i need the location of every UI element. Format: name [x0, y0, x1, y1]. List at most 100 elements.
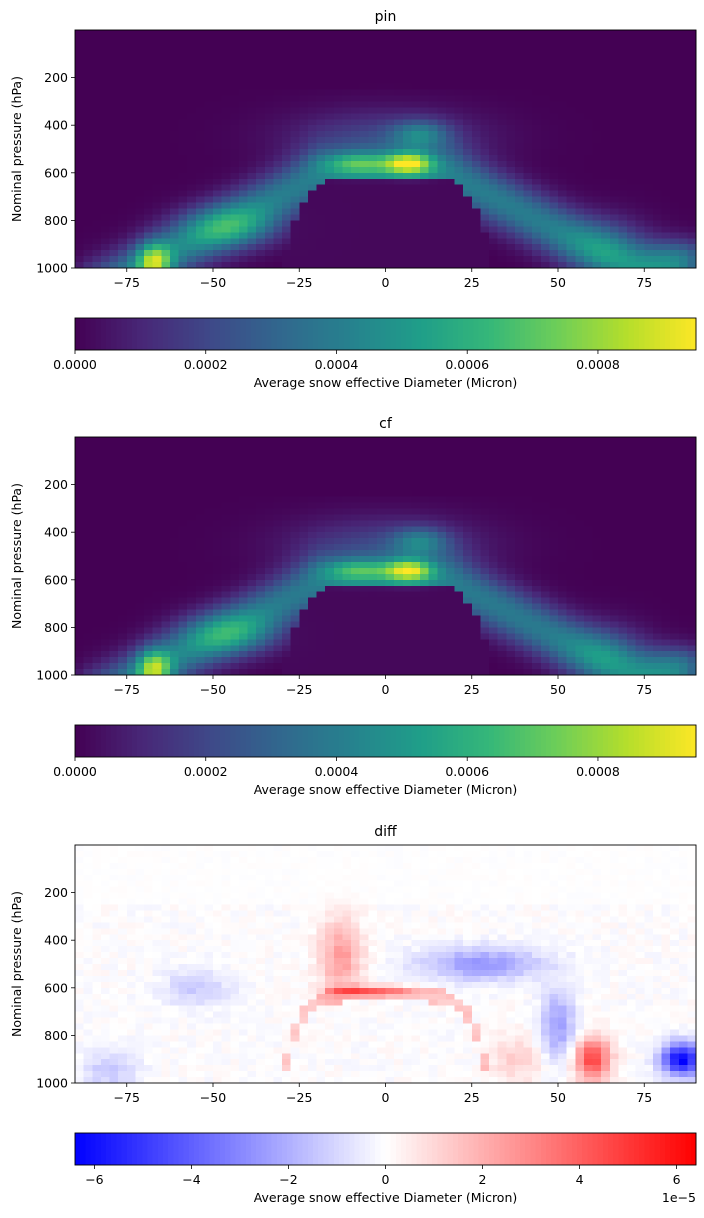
heatmap-cell — [532, 77, 542, 85]
heatmap-cell — [273, 496, 283, 504]
heatmap-cell — [109, 262, 119, 269]
heatmap-cell — [549, 30, 559, 37]
heatmap-cell — [394, 514, 404, 521]
heatmap-cell — [100, 89, 111, 97]
heatmap-cell — [506, 160, 516, 168]
heatmap-cell — [592, 95, 602, 102]
heatmap-cell — [627, 472, 637, 480]
heatmap-cell — [385, 466, 395, 474]
heatmap-cell — [221, 202, 231, 210]
heatmap-cell — [342, 502, 352, 509]
heatmap-cell — [135, 71, 145, 79]
heatmap-cell — [540, 190, 550, 198]
heatmap-cell — [238, 508, 249, 515]
heatmap-cell — [394, 184, 404, 192]
heatmap-cell — [385, 442, 395, 450]
heatmap-cell — [109, 166, 119, 174]
heatmap-cell — [342, 466, 352, 474]
heatmap-cell — [161, 526, 171, 533]
heatmap-cell — [532, 154, 542, 162]
heatmap-cell — [376, 47, 387, 55]
heatmap-cell — [428, 149, 438, 156]
heatmap-cell — [583, 591, 594, 599]
heatmap-cell — [169, 184, 180, 192]
heatmap-cell — [661, 83, 671, 91]
heatmap-cell — [575, 172, 585, 180]
heatmap-cell — [583, 437, 594, 444]
heatmap-cell — [299, 119, 309, 126]
heatmap-cell — [428, 556, 438, 563]
heatmap-cell — [316, 184, 326, 192]
heatmap-cell — [247, 454, 257, 462]
heatmap-cell — [325, 508, 335, 515]
heatmap-cell — [195, 508, 205, 515]
heatmap-cell — [273, 113, 283, 120]
heatmap-cell — [282, 585, 292, 593]
heatmap-cell — [195, 95, 205, 102]
heatmap-cell — [558, 567, 568, 575]
heatmap-cell — [601, 490, 611, 498]
heatmap-cell — [100, 538, 111, 545]
heatmap-cell — [514, 59, 525, 67]
heatmap-cell — [282, 113, 292, 120]
heatmap-cell — [549, 484, 559, 492]
heatmap-cell — [256, 585, 266, 593]
heatmap-cell — [126, 478, 136, 486]
heatmap-cell — [187, 532, 197, 539]
heatmap-cell — [627, 107, 637, 114]
heatmap-cell — [282, 567, 292, 575]
heatmap-cell — [627, 508, 637, 515]
heatmap-cell — [152, 556, 162, 563]
heatmap-cell — [126, 107, 136, 114]
heatmap-cell — [299, 478, 309, 486]
heatmap-cell — [376, 561, 387, 569]
heatmap-cell — [506, 591, 516, 599]
heatmap-cell — [514, 160, 525, 168]
heatmap-cell — [420, 502, 430, 509]
heatmap-cell — [394, 101, 404, 108]
heatmap-cell — [92, 591, 102, 599]
heatmap-cell — [489, 238, 499, 245]
heatmap-cell — [445, 154, 456, 162]
heatmap-cell — [290, 160, 300, 168]
heatmap-cell — [169, 238, 180, 245]
heatmap-cell — [92, 262, 102, 269]
heatmap-cell — [238, 454, 249, 462]
heatmap-cell — [256, 244, 266, 251]
heatmap-cell — [523, 484, 533, 492]
heatmap-cell — [652, 591, 663, 599]
heatmap-cell — [342, 95, 352, 102]
heatmap-cell — [256, 160, 266, 168]
heatmap-cell — [307, 143, 318, 150]
heatmap-cell — [618, 238, 628, 245]
heatmap-cell — [109, 149, 119, 156]
heatmap-cell — [187, 579, 197, 587]
heatmap-cell — [402, 579, 412, 587]
heatmap-cell — [678, 154, 688, 162]
heatmap-cell — [661, 47, 671, 55]
heatmap-cell — [342, 454, 352, 462]
heatmap-cell — [238, 184, 249, 192]
heatmap-cell — [299, 250, 309, 257]
heatmap-cell — [213, 178, 223, 186]
heatmap-cell — [583, 490, 594, 498]
heatmap-cell — [411, 220, 421, 227]
heatmap-cell — [411, 460, 421, 468]
colorbar-segment — [375, 318, 381, 350]
heatmap-cell — [316, 89, 326, 97]
heatmap-cell — [463, 448, 473, 456]
heatmap-cell — [316, 190, 326, 198]
heatmap-cell — [678, 172, 688, 180]
heatmap-cell — [351, 53, 361, 61]
heatmap-cell — [558, 77, 568, 85]
heatmap-cell — [152, 490, 162, 498]
heatmap-cell — [178, 496, 188, 504]
heatmap-cell — [325, 166, 335, 174]
heatmap-cell — [187, 508, 197, 515]
heatmap-cell — [670, 107, 680, 114]
heatmap-cell — [100, 442, 111, 450]
heatmap-cell — [359, 442, 369, 450]
heatmap-cell — [282, 238, 292, 245]
heatmap-cell — [75, 160, 85, 168]
heatmap-cell — [445, 166, 456, 174]
